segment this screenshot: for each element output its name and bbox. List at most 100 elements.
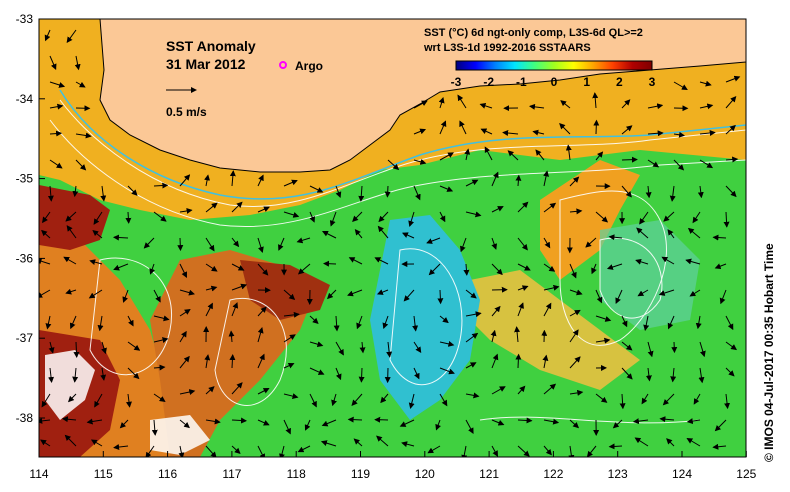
current-vector-arrow bbox=[145, 445, 155, 457]
current-vector-arrow bbox=[585, 237, 597, 248]
current-vector-arrow bbox=[714, 419, 727, 432]
current-vector-arrow bbox=[257, 388, 270, 395]
warm-meander-south bbox=[460, 270, 640, 390]
current-vector-arrow bbox=[153, 393, 166, 402]
current-vector-arrow bbox=[632, 418, 649, 425]
current-vector-arrow bbox=[725, 315, 734, 331]
current-vector-arrow bbox=[382, 315, 389, 330]
current-vector-arrow bbox=[569, 208, 583, 215]
current-vector-arrow bbox=[257, 306, 267, 317]
current-vector-arrow bbox=[595, 289, 603, 304]
current-vector-arrow bbox=[670, 367, 677, 383]
current-vector-arrow bbox=[712, 443, 727, 450]
current-vector-arrow bbox=[491, 305, 501, 317]
current-vector-arrow bbox=[621, 156, 638, 163]
current-vector-arrow bbox=[68, 393, 77, 403]
current-vector-arrow bbox=[49, 103, 64, 110]
current-vector-arrow bbox=[204, 354, 211, 369]
current-vector-arrow bbox=[695, 315, 702, 330]
current-vector-arrow bbox=[543, 302, 552, 317]
current-vector-arrow bbox=[257, 419, 270, 426]
current-vector-arrow bbox=[491, 386, 506, 395]
current-vector-arrow bbox=[231, 302, 239, 317]
current-vector-arrow bbox=[491, 419, 505, 426]
current-vectors bbox=[39, 29, 741, 457]
current-vector-arrow bbox=[309, 211, 315, 223]
current-vector-arrow bbox=[204, 174, 211, 187]
current-vector-arrow bbox=[354, 229, 363, 239]
current-vector-arrow bbox=[517, 417, 533, 424]
current-vector-arrow bbox=[231, 382, 243, 395]
current-vector-arrow bbox=[699, 103, 714, 110]
current-vector-arrow bbox=[689, 289, 701, 297]
current-vector-arrow bbox=[673, 131, 685, 138]
current-vector-arrow bbox=[89, 259, 103, 266]
current-vector-arrow bbox=[658, 289, 675, 296]
hot-anomaly-west bbox=[39, 185, 110, 250]
current-vector-arrow bbox=[283, 334, 296, 343]
current-vector-arrow bbox=[491, 445, 498, 457]
current-vector-arrow bbox=[257, 263, 269, 276]
land-australia bbox=[99, 19, 746, 173]
current-vector-arrow bbox=[491, 206, 504, 213]
current-vector-arrow bbox=[413, 185, 421, 201]
current-vector-arrow bbox=[635, 258, 649, 265]
current-vector-arrow bbox=[592, 92, 599, 109]
colorbar-tick-label: 0 bbox=[551, 75, 558, 89]
current-vector-arrow bbox=[97, 315, 104, 332]
current-vector-arrow bbox=[205, 285, 218, 292]
current-vector-arrow bbox=[408, 211, 415, 227]
current-vector-arrow bbox=[697, 185, 704, 199]
current-vector-arrow bbox=[309, 315, 319, 324]
current-vector-arrow bbox=[595, 337, 611, 344]
current-vector-arrow bbox=[569, 289, 583, 296]
current-vector-arrow bbox=[179, 355, 190, 369]
current-vector-arrow bbox=[645, 367, 652, 382]
current-vector-arrow bbox=[283, 393, 299, 400]
current-vector-arrow bbox=[205, 386, 215, 395]
current-vector-arrow bbox=[491, 263, 503, 276]
current-vector-arrow bbox=[591, 263, 597, 275]
colorbar-tick-label: 2 bbox=[616, 75, 623, 89]
current-vector-arrow bbox=[49, 55, 57, 71]
current-vector-arrow bbox=[464, 148, 471, 161]
longitude-label: 115 bbox=[94, 467, 113, 481]
current-vector-arrow bbox=[463, 263, 470, 276]
longitude-label: 118 bbox=[287, 467, 306, 481]
current-vector-arrow bbox=[725, 96, 737, 109]
current-vector-arrow bbox=[49, 81, 66, 88]
current-vector-arrow bbox=[413, 100, 428, 109]
current-vector-arrow bbox=[231, 201, 243, 213]
current-vector-arrow bbox=[153, 211, 167, 222]
current-vector-arrow bbox=[377, 225, 389, 239]
current-vector-arrow bbox=[257, 174, 264, 187]
current-vector-arrow bbox=[413, 158, 427, 165]
current-vector-arrow bbox=[376, 435, 389, 447]
current-vector-arrow bbox=[560, 100, 571, 109]
current-vector-arrow bbox=[465, 289, 477, 299]
current-vector-arrow bbox=[231, 263, 245, 271]
current-vector-arrow bbox=[621, 99, 631, 109]
current-vector-arrow bbox=[399, 419, 415, 427]
current-vector-arrow bbox=[427, 445, 441, 454]
current-vector-arrow bbox=[535, 149, 545, 161]
latitude-label: -38 bbox=[16, 411, 34, 425]
current-vector-arrow bbox=[74, 55, 81, 71]
current-vector-arrow bbox=[662, 393, 675, 406]
current-vector-arrow bbox=[439, 367, 455, 375]
current-vector-arrow bbox=[460, 237, 467, 253]
current-vector-arrow bbox=[309, 393, 317, 408]
current-vector-arrow bbox=[179, 419, 190, 429]
current-vector-arrow bbox=[515, 174, 522, 187]
current-vector-arrow bbox=[619, 393, 626, 410]
current-vector-arrow bbox=[178, 445, 185, 457]
current-vector-arrow bbox=[698, 367, 705, 384]
current-vector-arrow bbox=[621, 185, 632, 198]
current-vector-arrow bbox=[125, 211, 132, 224]
current-vector-arrow bbox=[127, 367, 140, 380]
current-vector-arrow bbox=[297, 445, 311, 453]
current-vector-arrow bbox=[490, 329, 497, 343]
current-vector-arrow bbox=[153, 289, 161, 303]
current-vector-arrow bbox=[685, 258, 701, 265]
